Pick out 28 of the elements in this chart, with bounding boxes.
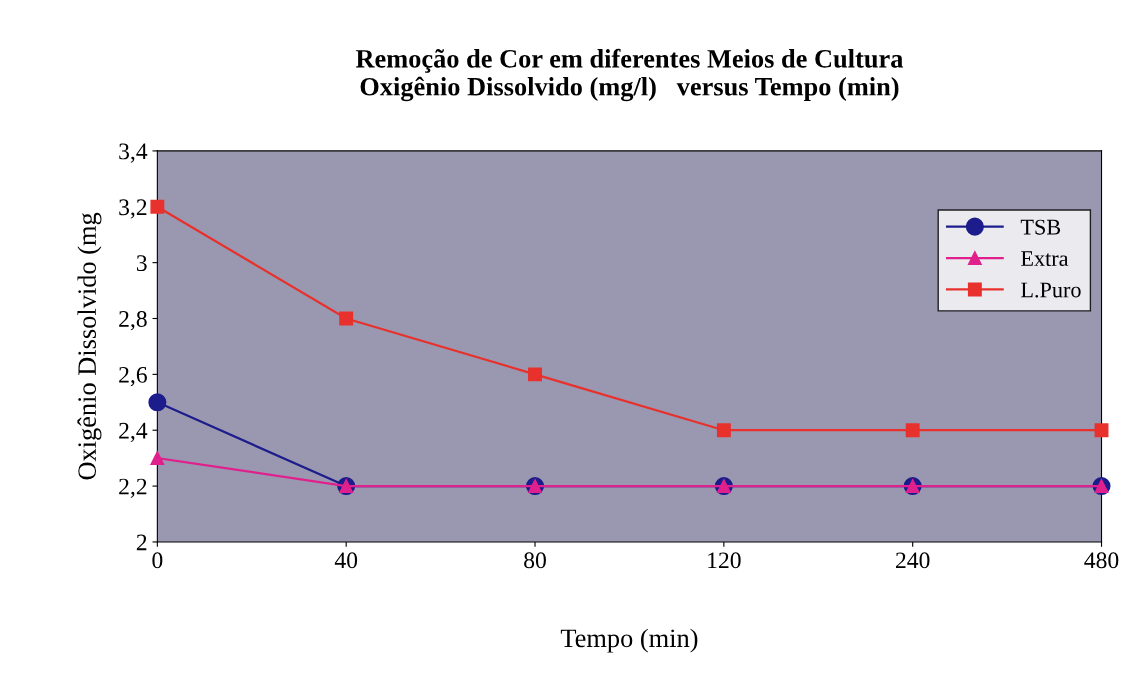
- y-axis-title: Oxigênio Dissolvido (mg: [77, 212, 102, 480]
- point: [905, 423, 920, 438]
- y-tick-label: 3: [136, 255, 147, 272]
- x-tick-label: 240: [896, 552, 930, 569]
- x-axis-title: Tempo (min): [560, 628, 698, 653]
- x-tick-label: 80: [524, 552, 546, 569]
- y-tick-label: 2,4: [119, 422, 148, 443]
- y-tick-label: 2,2: [119, 478, 147, 498]
- point: [150, 451, 165, 466]
- y-tick-label: 3,2: [119, 199, 147, 219]
- point: [716, 423, 731, 438]
- point: [1094, 423, 1109, 438]
- point: [148, 393, 167, 412]
- legend-label: Extra: [1021, 251, 1069, 267]
- y-tick-label: 3,4: [119, 143, 148, 163]
- chart-title: Remoção de Cor em diferentes Meios de Cultura Oxigênio Dissolvido (mg/l) versus Tempo (min): [355, 48, 904, 102]
- point: [339, 311, 354, 326]
- point: [150, 199, 165, 214]
- point: [528, 367, 542, 382]
- x-tick-label: 120: [708, 552, 741, 569]
- y-tick-label: 2,6: [119, 366, 147, 387]
- legend-label: TSB: [1020, 219, 1061, 235]
- y-tick-label: 2: [136, 534, 147, 551]
- x-tick-label: 40: [334, 552, 358, 569]
- x-tick-label: 0: [152, 552, 163, 569]
- x-tick-label: 480: [1084, 552, 1119, 569]
- y-tick-label: 2,8: [119, 310, 147, 331]
- legend-label: L.Puro: [1021, 282, 1081, 298]
